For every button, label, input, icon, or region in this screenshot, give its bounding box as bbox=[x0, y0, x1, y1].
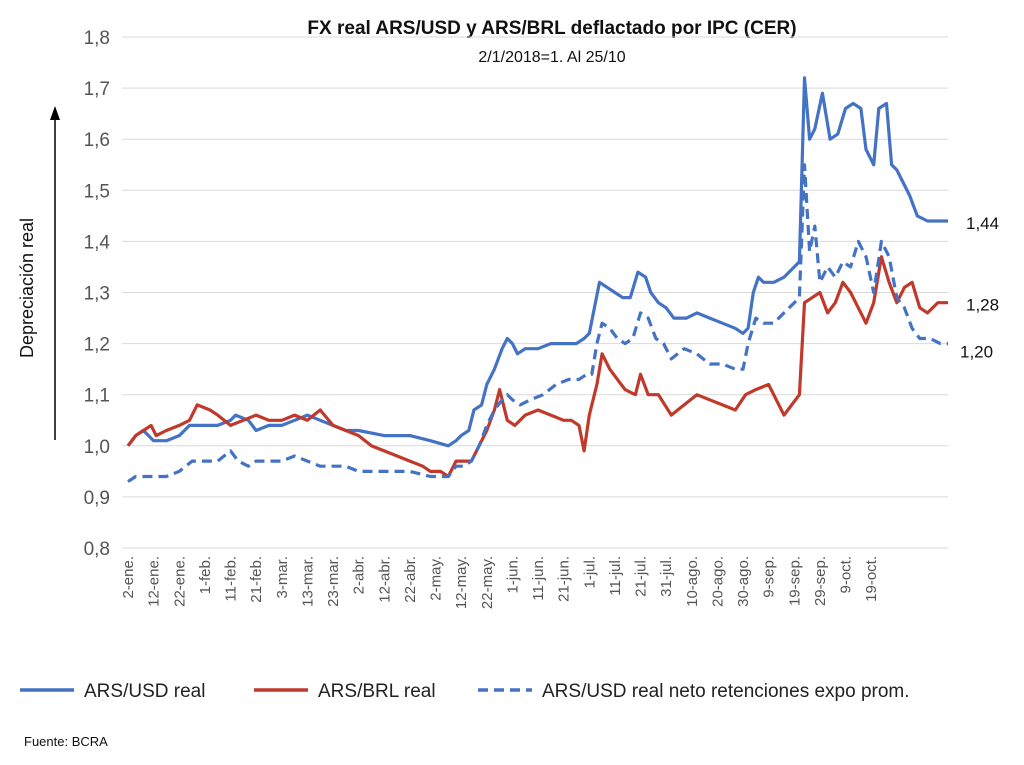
legend-label-ars-usd: ARS/USD real bbox=[84, 681, 205, 702]
x-tick-label: 11-feb. bbox=[223, 556, 240, 602]
y-tick-label: 0,8 bbox=[84, 539, 110, 560]
end-label-1: 1,28 bbox=[966, 296, 999, 315]
end-label-0: 1,44 bbox=[966, 214, 999, 233]
x-tick-label: 11-jun. bbox=[530, 556, 547, 601]
gridlines bbox=[122, 36, 948, 549]
x-tick-label: 12-abr. bbox=[376, 556, 393, 603]
series-line-0 bbox=[126, 76, 948, 448]
x-tick-label: 13-mar. bbox=[299, 556, 316, 607]
x-tick-labels: 2-ene. 12-ene. 22-ene. 1-feb. 11-feb. 21-feb.… bbox=[120, 556, 880, 609]
y-axis-label: Depreciación real bbox=[17, 218, 37, 358]
y-tick-label: 1,1 bbox=[84, 386, 110, 407]
x-tick-label: 1-feb. bbox=[197, 556, 214, 594]
end-labels: 1,44 1,28 1,20 bbox=[960, 214, 999, 362]
x-tick-label: 9-oct. bbox=[838, 556, 855, 594]
y-tick-label: 1,8 bbox=[84, 28, 110, 49]
x-tick-label: 20-ago. bbox=[709, 556, 726, 607]
x-tick-label: 22-may. bbox=[479, 556, 496, 609]
x-tick-label: 2-ene. bbox=[120, 556, 137, 599]
x-tick-label: 1-jun. bbox=[504, 556, 521, 594]
source-note: Fuente: BCRA bbox=[24, 734, 108, 749]
series-line-1 bbox=[126, 255, 948, 479]
x-tick-label: 22-ene. bbox=[171, 556, 188, 607]
y-tick-labels: 0,8 0,9 1,0 1,1 1,2 1,3 1,4 1,5 1,6 1,7 1,8 bbox=[84, 28, 111, 560]
x-tick-label: 21-jun. bbox=[556, 556, 573, 602]
x-tick-label: 29-sep. bbox=[812, 556, 829, 606]
y-tick-label: 1,5 bbox=[84, 181, 110, 202]
legend-label-ars-brl: ARS/BRL real bbox=[318, 681, 436, 702]
x-tick-label: 12-may. bbox=[453, 556, 470, 609]
x-tick-label: 2-abr. bbox=[351, 556, 368, 594]
x-tick-label: 12-ene. bbox=[146, 556, 163, 607]
x-tick-label: 23-mar. bbox=[325, 556, 342, 607]
x-tick-label: 31-jul. bbox=[658, 556, 675, 597]
chart-subtitle: 2/1/2018=1. Al 25/10 bbox=[478, 49, 625, 66]
y-tick-label: 1,3 bbox=[84, 284, 110, 305]
x-tick-label: 22-abr. bbox=[402, 556, 419, 603]
legend-label-ars-usd-neto: ARS/USD real neto retenciones expo prom. bbox=[542, 681, 910, 702]
series-line-2 bbox=[127, 163, 948, 483]
x-tick-label: 11-jul. bbox=[607, 556, 624, 596]
y-tick-label: 1,7 bbox=[84, 79, 110, 100]
y-tick-label: 1,2 bbox=[84, 335, 110, 356]
end-label-2: 1,20 bbox=[960, 343, 993, 362]
y-tick-label: 0,9 bbox=[84, 488, 110, 509]
x-tick-label: 9-sep. bbox=[761, 556, 778, 598]
x-tick-label: 3-mar. bbox=[274, 556, 291, 599]
y-tick-label: 1,6 bbox=[84, 130, 110, 151]
series-lines bbox=[126, 76, 948, 483]
x-tick-label: 19-oct. bbox=[863, 556, 880, 602]
x-tick-label: 1-jul. bbox=[581, 556, 598, 589]
x-tick-label: 21-feb. bbox=[248, 556, 265, 603]
legend: ARS/USD real ARS/BRL real ARS/USD real n… bbox=[20, 681, 910, 702]
y-axis-label-group: Depreciación real bbox=[17, 106, 60, 440]
x-tick-label: 19-sep. bbox=[786, 556, 803, 606]
x-tick-label: 30-ago. bbox=[735, 556, 752, 607]
x-tick-label: 21-jul. bbox=[633, 556, 650, 597]
y-tick-label: 1,4 bbox=[84, 232, 111, 253]
x-tick-label: 10-ago. bbox=[684, 556, 701, 607]
y-tick-label: 1,0 bbox=[84, 437, 110, 458]
y-axis-arrow-head bbox=[50, 106, 60, 120]
x-tick-label: 2-may. bbox=[428, 556, 445, 601]
chart-title: FX real ARS/USD y ARS/BRL deflactado por… bbox=[307, 18, 796, 39]
